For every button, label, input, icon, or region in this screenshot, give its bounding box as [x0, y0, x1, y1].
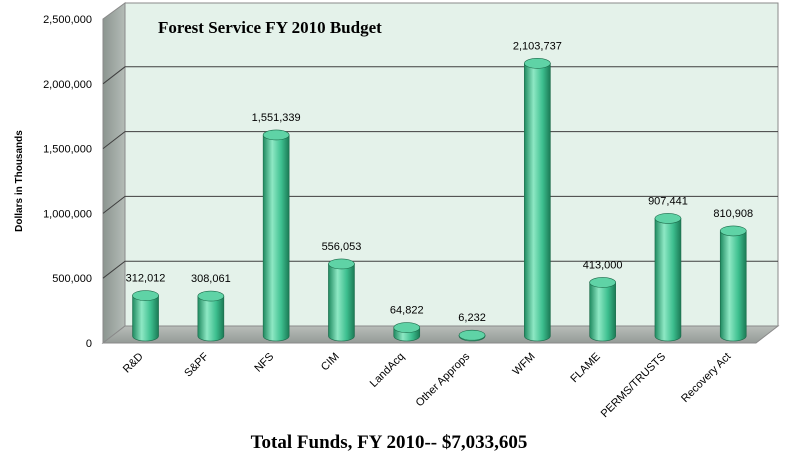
bar-body: [654, 218, 682, 342]
y-axis-tick-labels: 0 500,000 1,000,000 1,500,000 2,000,000 2,500…: [43, 14, 92, 350]
data-label: 907,441: [648, 195, 688, 207]
y-tick-label: 2,000,000: [43, 79, 92, 91]
bar-body: [524, 63, 551, 342]
bar: [589, 277, 616, 342]
gridline: [102, 195, 778, 214]
bar-body: [589, 282, 616, 342]
x-tick-label: LandAcq: [368, 351, 407, 390]
chart-title: Forest Service FY 2010 Budget: [158, 18, 382, 37]
bar: [197, 290, 225, 342]
y-tick-label: 0: [86, 338, 92, 350]
x-tick-label: CIM: [319, 351, 342, 374]
bar-top: [197, 290, 225, 302]
bar-top: [589, 277, 616, 288]
chart-subtitle: Total Funds, FY 2010-- $7,033,605: [251, 432, 528, 453]
bar-top: [328, 258, 355, 270]
data-label: 556,053: [322, 241, 362, 253]
data-label: 413,000: [583, 259, 623, 271]
x-tick-label: S&PF: [182, 350, 211, 379]
data-label: 64,822: [390, 305, 424, 317]
bar: [458, 329, 486, 342]
data-label: 810,908: [713, 208, 753, 220]
bar: [132, 290, 159, 342]
bar-top: [719, 225, 747, 237]
y-tick-label: 500,000: [52, 273, 92, 285]
plot-side-wall: [102, 2, 126, 345]
data-labels: 312,012 308,061 1,551,339 556,053 64,822 6,23…: [126, 40, 753, 324]
y-tick-label: 2,500,000: [43, 14, 92, 26]
bar: [654, 213, 682, 342]
bar-top: [654, 213, 682, 224]
y-tick-label: 1,000,000: [43, 208, 92, 220]
x-tick-label: Other Approps: [414, 350, 473, 409]
bar-top: [132, 290, 159, 301]
x-axis-tick-labels: R&D S&PF NFS CIM LandAcq Other Approps WFM FLAM…: [121, 350, 734, 420]
x-tick-label: Recovery Act: [679, 351, 733, 405]
bar-body: [328, 263, 355, 342]
bar: [393, 322, 421, 342]
bar: [524, 58, 551, 342]
bar-body: [719, 230, 747, 342]
bar: [262, 129, 290, 342]
gridlines: [102, 66, 778, 279]
x-tick-label: NFS: [252, 351, 276, 375]
data-label: 308,061: [191, 273, 231, 285]
bar-body: [132, 295, 159, 342]
bar-top: [524, 58, 551, 69]
y-tick-label: 1,500,000: [43, 144, 92, 156]
bar-body: [262, 134, 290, 342]
data-label: 2,103,737: [513, 40, 562, 52]
x-tick-label: R&D: [121, 351, 146, 376]
data-label: 312,012: [126, 273, 166, 285]
data-label: 6,232: [458, 312, 486, 324]
bar: [328, 258, 355, 342]
bar-top: [262, 129, 290, 141]
x-tick-label: PERMS/TRUSTS: [599, 351, 668, 420]
bars: [132, 58, 747, 342]
gridline: [102, 260, 778, 279]
bar: [719, 225, 747, 342]
x-tick-label: WFM: [511, 351, 538, 378]
gridline: [102, 131, 778, 149]
gridline: [102, 66, 778, 85]
y-axis-title: Dollars in Thousands: [14, 130, 25, 232]
bar-top: [393, 322, 421, 333]
bar-top: [458, 329, 486, 341]
x-tick-label: FLAME: [568, 351, 602, 385]
bar-body: [197, 295, 225, 342]
data-label: 1,551,339: [252, 112, 301, 124]
